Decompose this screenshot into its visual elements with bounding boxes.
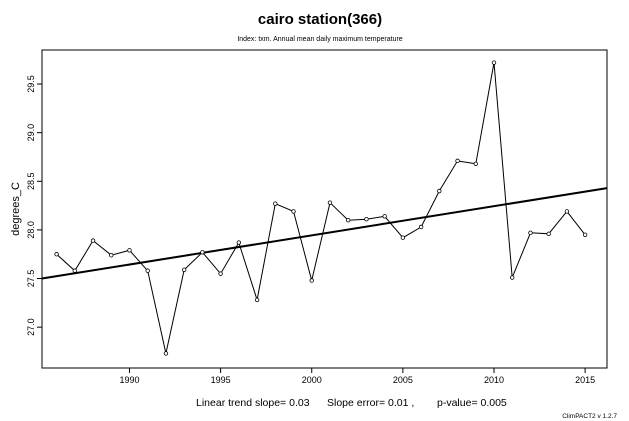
x-tick-label: 2005 <box>393 375 413 385</box>
x-axis: 1990 1995 2000 2005 2010 2015 <box>119 368 595 385</box>
data-point <box>382 214 387 219</box>
series-group <box>54 60 588 356</box>
data-point <box>291 209 296 214</box>
slope-error-label: Slope error= 0.01 , <box>327 397 414 409</box>
chart-subtitle: Index: txm. Annual mean daily maximum te… <box>237 36 402 43</box>
trend-line <box>41 187 608 280</box>
data-point <box>437 188 442 194</box>
data-point <box>236 240 242 245</box>
y-tick-label: 29.0 <box>26 124 36 142</box>
p-value-label: p-value= 0.005 <box>437 397 507 409</box>
data-point <box>528 230 533 236</box>
data-point <box>145 268 150 273</box>
data-point <box>181 267 187 272</box>
credit-label: ClimPACT2 v 1.2.7 <box>562 413 617 420</box>
y-tick-label: 28.0 <box>26 221 36 239</box>
data-point <box>345 217 351 223</box>
data-point <box>200 250 205 255</box>
y-tick-label: 27.5 <box>26 270 36 288</box>
data-point <box>54 252 59 257</box>
y-axis: 27.0 27.5 28.0 28.5 29.0 29.5 <box>26 75 42 336</box>
x-tick-label: 1990 <box>119 375 139 385</box>
data-point <box>582 232 588 237</box>
data-point <box>473 161 478 166</box>
y-tick-label: 29.5 <box>26 75 36 93</box>
data-point <box>564 209 570 214</box>
trend-slope-label: Linear trend slope= 0.03 <box>196 397 310 409</box>
data-point <box>546 231 551 236</box>
chart-title: cairo station(366) <box>258 11 382 28</box>
data-point <box>90 238 96 243</box>
y-tick-label: 28.5 <box>26 173 36 191</box>
data-point <box>72 268 78 273</box>
plot-area <box>41 49 608 369</box>
data-point <box>491 60 497 65</box>
data-point <box>127 248 132 253</box>
y-tick-label: 27.0 <box>26 318 36 336</box>
data-point <box>455 158 460 164</box>
x-tick-label: 2010 <box>484 375 504 385</box>
data-point <box>364 217 369 222</box>
trend-line-group <box>41 187 608 280</box>
x-tick-label: 2000 <box>302 375 322 385</box>
data-point <box>218 271 223 276</box>
data-point <box>309 278 314 283</box>
y-axis-label: degrees_C <box>10 182 22 236</box>
data-point <box>400 235 406 240</box>
data-point <box>418 224 424 230</box>
x-tick-label: 1995 <box>211 375 231 385</box>
data-point <box>163 351 169 356</box>
series-line <box>56 62 586 354</box>
data-point <box>109 252 114 258</box>
data-point <box>510 275 515 280</box>
data-point <box>327 200 333 205</box>
x-tick-label: 2015 <box>575 375 595 385</box>
data-point <box>254 297 260 303</box>
data-point <box>273 201 278 206</box>
